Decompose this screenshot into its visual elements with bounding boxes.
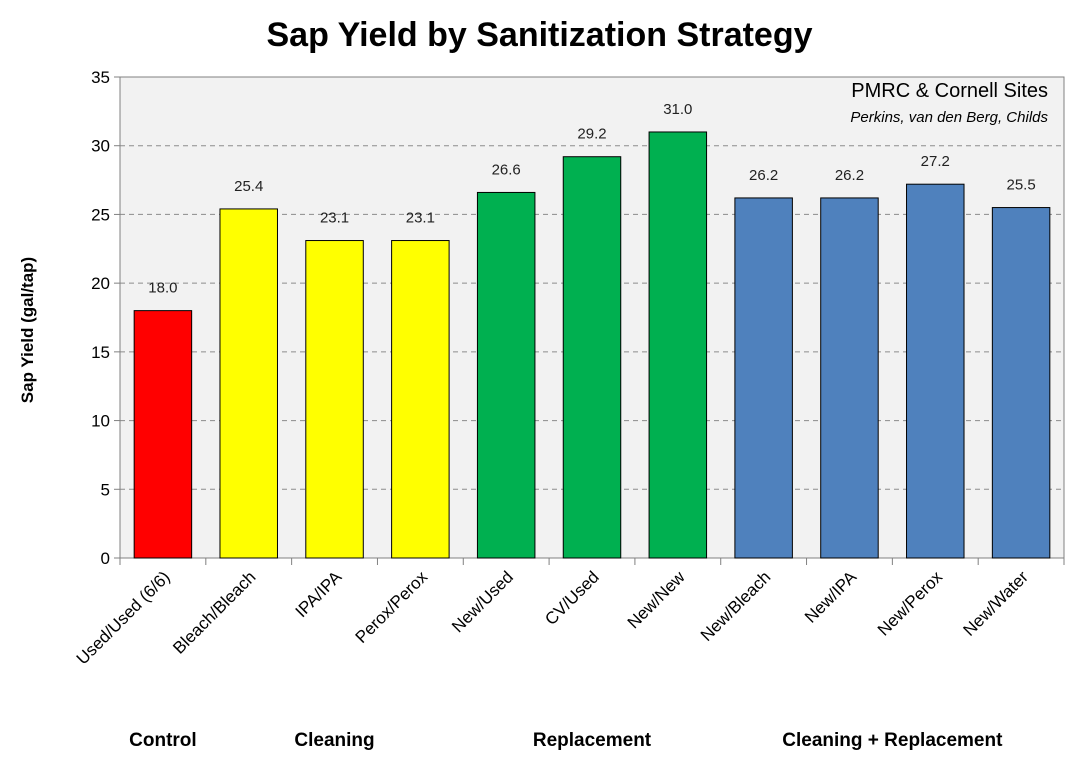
bar — [133, 310, 193, 559]
bar-value-label: 27.2 — [921, 153, 950, 170]
bar — [648, 131, 708, 559]
bar-value-label: 29.2 — [577, 126, 606, 143]
bar — [906, 183, 965, 559]
bar-value-label: 26.6 — [492, 161, 521, 178]
annotation-sites: PMRC & Cornell Sites — [851, 80, 1048, 102]
x-tick-label: New/New — [624, 567, 689, 632]
x-tick-label: Bleach/Bleach — [169, 567, 259, 657]
x-tick-label: New/IPA — [801, 567, 861, 627]
x-tick-label: New/Used — [448, 567, 517, 636]
x-tick-label: IPA/IPA — [292, 567, 346, 621]
bar — [820, 197, 879, 559]
y-tick-label: 20 — [91, 274, 110, 293]
x-tick-label: Perox/Perox — [352, 567, 432, 647]
y-tick-label: 30 — [91, 137, 110, 156]
bar — [734, 197, 793, 559]
bar — [991, 207, 1051, 559]
x-tick-label: CV/Used — [541, 567, 603, 629]
bar-value-label: 26.2 — [749, 167, 778, 184]
y-tick-label: 10 — [91, 412, 110, 431]
x-tick-label: New/Perox — [874, 567, 947, 640]
y-tick-label: 5 — [101, 480, 110, 499]
group-label: Replacement — [532, 730, 652, 751]
y-tick-label: 25 — [91, 205, 110, 224]
x-tick-label: New/Bleach — [697, 567, 775, 645]
group-label: Cleaning — [294, 730, 375, 751]
group-label: Cleaning + Replacement — [782, 730, 1003, 751]
bar — [305, 240, 364, 559]
bar — [562, 156, 622, 559]
bar — [219, 208, 278, 559]
group-label: Control — [129, 730, 197, 751]
bar-value-label: 23.1 — [406, 210, 435, 227]
bar-value-label: 31.0 — [663, 101, 692, 118]
y-tick-label: 35 — [91, 68, 110, 87]
bar — [391, 240, 450, 559]
chart-title: Sap Yield by Sanitization Strategy — [266, 16, 813, 54]
bar-value-label: 18.0 — [148, 280, 177, 297]
bar-value-label: 26.2 — [835, 167, 864, 184]
x-tick-label: New/Water — [959, 567, 1032, 640]
y-tick-label: 0 — [101, 549, 110, 568]
bar-value-label: 25.5 — [1006, 177, 1035, 194]
y-tick-label: 15 — [91, 343, 110, 362]
bar-value-label: 25.4 — [234, 178, 263, 195]
x-tick-label: Used/Used (6/6) — [73, 567, 174, 668]
annotation-authors: Perkins, van den Berg, Childs — [850, 109, 1048, 126]
bar — [476, 191, 536, 559]
bar-value-label: 23.1 — [320, 210, 349, 227]
